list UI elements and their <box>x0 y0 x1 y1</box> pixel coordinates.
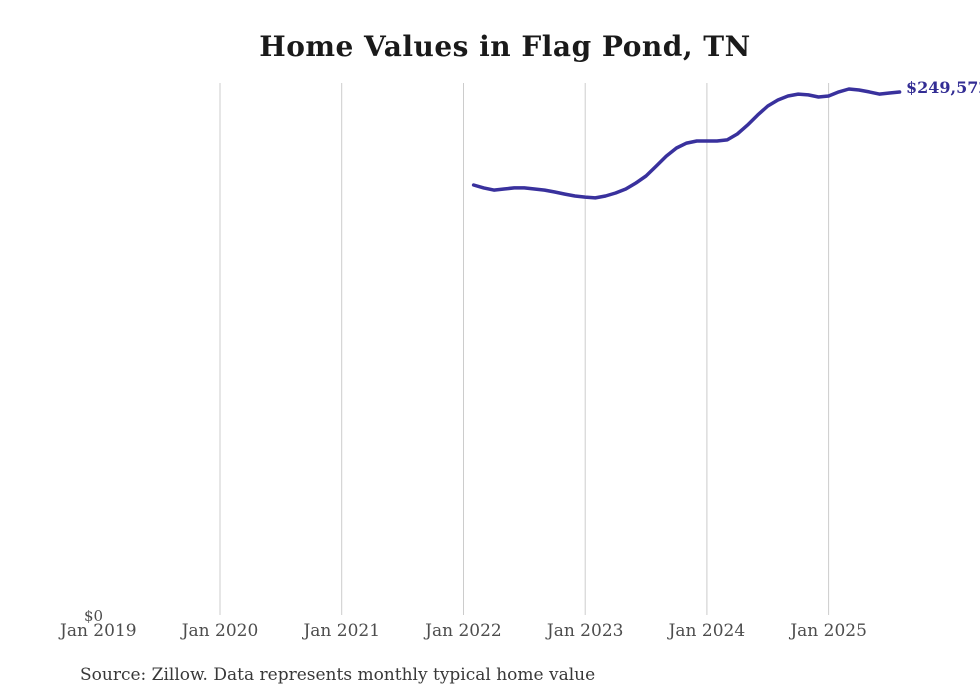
home-value-line-series <box>471 87 902 200</box>
x-tick-label-jan-2019: Jan 2019 <box>60 621 137 641</box>
x-tick-label-jan-2024: Jan 2024 <box>668 621 746 641</box>
x-tick-label-jan-2022: Jan 2022 <box>425 621 502 641</box>
y-axis-zero-label: $0 <box>84 607 104 625</box>
chart-title: Home Values in Flag Pond, TN <box>259 30 751 63</box>
source-note: Source: Zillow. Data represents monthly … <box>80 665 596 685</box>
x-tick-label-jan-2025: Jan 2025 <box>790 621 867 641</box>
latest-value-label: $249,572 <box>906 78 980 97</box>
vertical-gridlines <box>219 83 830 615</box>
x-tick-label-jan-2020: Jan 2020 <box>181 621 259 641</box>
x-tick-label-jan-2021: Jan 2021 <box>303 621 381 641</box>
x-tick-label-jan-2023: Jan 2023 <box>546 621 624 641</box>
